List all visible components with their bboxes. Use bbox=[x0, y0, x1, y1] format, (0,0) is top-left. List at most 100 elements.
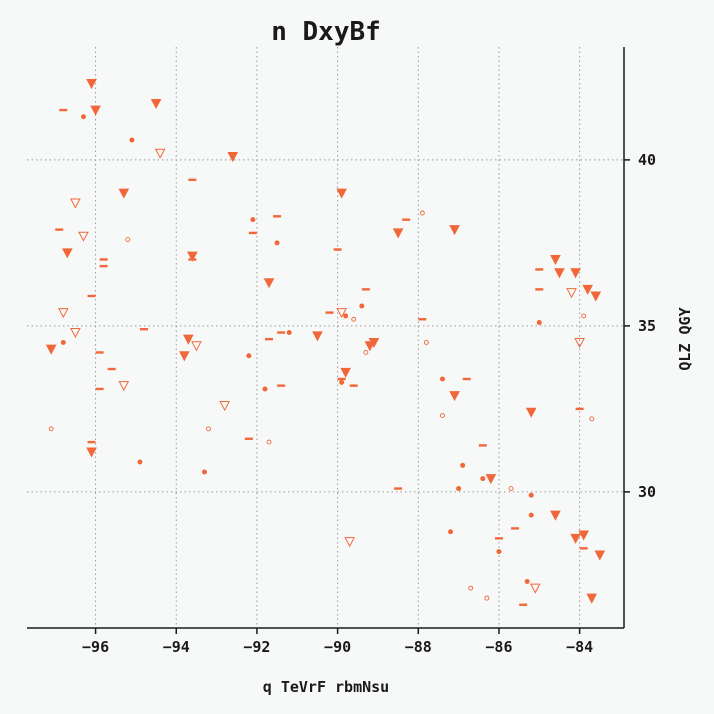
open-dot-point bbox=[440, 413, 445, 418]
filled-dot-point bbox=[460, 462, 466, 468]
filled-triangle-point bbox=[86, 79, 97, 90]
y-tick-label: 40 bbox=[638, 151, 656, 169]
filled-dot-point bbox=[246, 353, 252, 359]
filled-triangle-point bbox=[45, 344, 57, 355]
dash-point bbox=[55, 228, 64, 231]
filled-dot-point bbox=[496, 549, 502, 555]
dash-point bbox=[337, 377, 346, 381]
dash-point bbox=[519, 603, 528, 606]
open-triangle-point bbox=[70, 198, 81, 209]
filled-dot-point bbox=[359, 303, 365, 309]
open-triangle-point bbox=[154, 148, 166, 159]
filled-triangle-point bbox=[118, 188, 130, 199]
x-tick-label: −92 bbox=[243, 638, 270, 656]
filled-dot-point bbox=[262, 386, 268, 392]
dash-point bbox=[87, 440, 96, 444]
filled-triangle-point bbox=[578, 530, 589, 541]
filled-triangle-point bbox=[582, 284, 594, 295]
dash-point bbox=[277, 331, 286, 334]
dash-point bbox=[575, 407, 584, 411]
dash-point bbox=[325, 311, 334, 314]
filled-dot-point bbox=[189, 253, 195, 259]
dash-point bbox=[418, 318, 427, 321]
filled-triangle-point bbox=[368, 337, 380, 349]
filled-triangle-point bbox=[550, 510, 561, 521]
open-dot-point bbox=[423, 340, 429, 345]
filled-triangle-point bbox=[178, 351, 190, 362]
dash-point bbox=[107, 367, 116, 371]
dash-point bbox=[277, 384, 286, 387]
open-triangle-point bbox=[529, 583, 541, 594]
x-tick-label: −84 bbox=[566, 638, 593, 656]
y-tick-label: 30 bbox=[638, 483, 656, 501]
x-tick-label: −96 bbox=[82, 638, 109, 656]
y-axis-label: QLZ QGY bbox=[676, 307, 694, 370]
x-axis-label: q TeVrF rbmNsu bbox=[263, 678, 389, 696]
filled-dot-point bbox=[448, 529, 454, 535]
dash-point bbox=[462, 377, 471, 381]
filled-triangle-point bbox=[449, 391, 460, 402]
filled-triangle-point bbox=[594, 550, 606, 561]
open-dot-point bbox=[589, 416, 595, 422]
filled-triangle-point bbox=[336, 188, 347, 199]
dash-point bbox=[402, 218, 411, 221]
open-dot-point bbox=[363, 349, 369, 355]
axes bbox=[27, 47, 630, 634]
y-tick-label: 35 bbox=[638, 317, 656, 335]
x-tick-label: −94 bbox=[163, 638, 190, 656]
open-dot-point bbox=[484, 595, 490, 601]
dash-point bbox=[87, 294, 96, 298]
open-dot-point bbox=[206, 426, 211, 432]
grid-lines bbox=[27, 47, 624, 628]
filled-triangle-point bbox=[62, 248, 73, 259]
open-triangle-point bbox=[57, 308, 69, 319]
filled-dot-point bbox=[60, 339, 66, 345]
open-dot-point bbox=[508, 486, 514, 492]
open-triangle-point bbox=[344, 537, 356, 548]
open-dot-point bbox=[125, 237, 131, 243]
filled-dot-point bbox=[439, 376, 445, 382]
dash-point bbox=[248, 231, 257, 235]
filled-dot-point bbox=[274, 240, 280, 246]
dash-point bbox=[535, 268, 544, 271]
dash-point bbox=[361, 288, 370, 291]
dash-point bbox=[511, 527, 520, 530]
filled-triangle-point bbox=[86, 447, 97, 458]
open-triangle-point bbox=[118, 381, 130, 392]
x-tick-label: −86 bbox=[485, 638, 512, 656]
filled-dot-point bbox=[528, 512, 534, 518]
open-dot-point bbox=[48, 426, 54, 432]
open-dot-point bbox=[419, 210, 425, 216]
dash-point bbox=[188, 258, 197, 261]
open-triangle-point bbox=[336, 308, 347, 319]
filled-dot-point bbox=[339, 379, 345, 385]
filled-dot-point bbox=[343, 313, 349, 319]
dash-point bbox=[478, 444, 487, 447]
filled-dot-point bbox=[524, 579, 530, 585]
dash-point bbox=[394, 487, 403, 490]
dash-point bbox=[99, 258, 108, 261]
dash-point bbox=[95, 387, 104, 391]
open-dot-point bbox=[266, 439, 272, 445]
data-points bbox=[45, 79, 606, 606]
filled-dot-point bbox=[528, 492, 534, 498]
filled-triangle-point bbox=[550, 254, 561, 266]
open-triangle-point bbox=[566, 288, 577, 299]
x-tick-label: −88 bbox=[405, 638, 432, 656]
filled-triangle-point bbox=[554, 268, 565, 279]
open-triangle-point bbox=[219, 401, 230, 412]
filled-triangle-point bbox=[392, 228, 404, 239]
dash-point bbox=[99, 264, 108, 268]
dash-point bbox=[244, 437, 253, 440]
filled-triangle-point bbox=[90, 105, 101, 116]
filled-dot-point bbox=[456, 486, 462, 492]
filled-triangle-point bbox=[227, 152, 239, 163]
filled-triangle-point bbox=[485, 474, 497, 485]
filled-triangle-point bbox=[570, 268, 581, 279]
open-triangle-point bbox=[70, 328, 81, 339]
filled-triangle-point bbox=[449, 225, 460, 236]
open-dot-point bbox=[468, 585, 474, 591]
dash-point bbox=[265, 337, 274, 341]
filled-triangle-point bbox=[525, 407, 537, 418]
